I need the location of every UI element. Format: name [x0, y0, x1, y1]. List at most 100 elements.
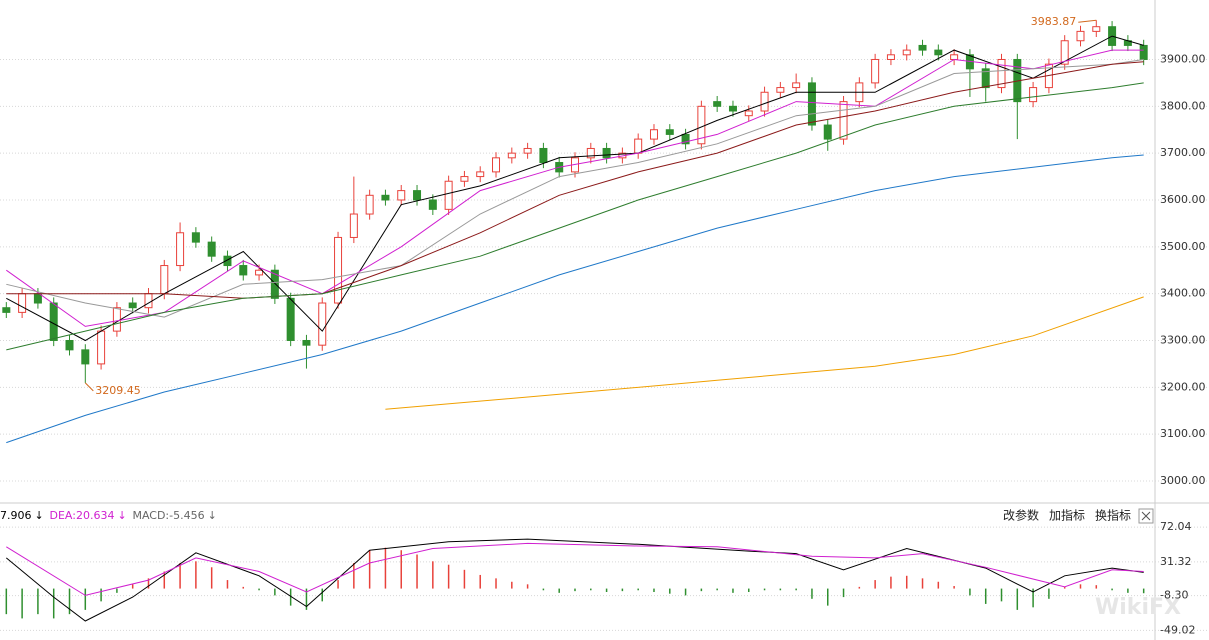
- y-tick-label: 3300.00: [1160, 333, 1206, 346]
- candle-body: [902, 49, 911, 56]
- y-tick-label: 72.04: [1160, 520, 1192, 533]
- candle-body: [523, 147, 532, 154]
- candle-body: [128, 302, 137, 309]
- candle-body: [65, 339, 74, 351]
- candle-body: [997, 58, 1006, 89]
- y-tick-label: -8.30: [1160, 589, 1188, 602]
- candle-body: [918, 44, 927, 51]
- annotation-pointer: [84, 382, 94, 392]
- candle-body: [460, 176, 469, 182]
- legend-arrow: ↓: [208, 509, 217, 522]
- y-tick-label: -49.02: [1160, 623, 1195, 636]
- y-tick-label: 31.32: [1160, 555, 1192, 568]
- candle-body: [871, 58, 880, 84]
- candle-body: [176, 232, 185, 267]
- candle-body: [744, 110, 753, 117]
- candle-body: [302, 339, 311, 346]
- candle-body: [934, 49, 943, 56]
- candle-body: [112, 307, 121, 332]
- line-series: [6, 82, 1144, 351]
- candle-body: [207, 241, 216, 257]
- candle-body: [839, 101, 848, 140]
- annotation-pointer: [1078, 19, 1097, 23]
- candle-body: [191, 232, 200, 243]
- candle-body: [776, 87, 785, 93]
- candle-body: [444, 180, 453, 210]
- candle-body: [950, 54, 959, 60]
- candle-body: [365, 194, 374, 215]
- candle-body: [728, 105, 737, 112]
- candle-body: [413, 190, 422, 201]
- legend-arrow: ↓: [117, 509, 126, 522]
- candle-body: [507, 152, 516, 159]
- candle-body: [760, 91, 769, 112]
- toolbar-button[interactable]: 改参数: [1003, 508, 1039, 523]
- candle-body: [586, 147, 595, 159]
- legend-label: DEA:20.634: [50, 509, 115, 522]
- candle-body: [270, 269, 279, 299]
- legend-label: 7.906: [0, 509, 32, 522]
- candle-body: [807, 82, 816, 126]
- close-button[interactable]: [1138, 508, 1154, 524]
- candle-body: [602, 147, 611, 159]
- y-tick-label: 3000.00: [1160, 474, 1206, 487]
- candle-body: [476, 171, 485, 178]
- candle-body: [681, 133, 690, 145]
- line-series: [6, 61, 1144, 299]
- candle-body: [318, 302, 327, 346]
- toolbar-button[interactable]: 加指标: [1049, 508, 1085, 523]
- line-series: [5, 538, 1144, 622]
- candle-body: [1029, 87, 1038, 103]
- y-tick-label: 3500.00: [1160, 240, 1206, 253]
- candle-body: [886, 54, 895, 60]
- candle-body: [18, 293, 27, 313]
- candle-body: [223, 255, 232, 267]
- candle-body: [792, 82, 801, 89]
- y-tick-label: 3700.00: [1160, 146, 1206, 159]
- candle-body: [397, 190, 406, 201]
- toolbar-button[interactable]: 换指标: [1095, 508, 1131, 523]
- candle-body: [649, 129, 658, 140]
- candle-body: [713, 101, 722, 107]
- candle-body: [255, 269, 264, 276]
- y-tick-label: 3600.00: [1160, 193, 1206, 206]
- candle-body: [492, 157, 501, 173]
- candle-body: [97, 330, 106, 365]
- candle-body: [160, 265, 169, 295]
- y-tick-label: 3800.00: [1160, 99, 1206, 112]
- candle-body: [634, 138, 643, 154]
- annotation: 3983.87: [1031, 15, 1077, 28]
- line-series: [385, 296, 1144, 410]
- candle-body: [981, 68, 990, 89]
- candle-body: [1076, 30, 1085, 42]
- candle-body: [1139, 44, 1148, 60]
- candle-body: [665, 129, 674, 135]
- y-tick-label: 3400.00: [1160, 287, 1206, 300]
- candle-body: [33, 293, 42, 304]
- candle-body: [239, 265, 248, 276]
- line-series: [6, 542, 1144, 596]
- y-tick-label: 3100.00: [1160, 427, 1206, 440]
- candle-body: [539, 147, 548, 164]
- candle-body: [381, 194, 390, 201]
- line-series: [6, 49, 1144, 327]
- candle-body: [2, 307, 11, 313]
- candle-body: [1060, 40, 1069, 65]
- candle-body: [1092, 26, 1101, 32]
- candle-body: [286, 297, 295, 341]
- candle-body: [144, 293, 153, 309]
- candle-body: [81, 349, 90, 365]
- candle-body: [823, 124, 832, 140]
- watermark: WikiFX: [1095, 595, 1181, 620]
- candle-body: [334, 236, 343, 304]
- line-series: [6, 59, 1144, 318]
- candle-body: [428, 199, 437, 210]
- y-tick-label: 3900.00: [1160, 52, 1206, 65]
- line-series: [6, 154, 1144, 444]
- legend-arrow: ↓: [35, 509, 44, 522]
- y-tick-label: 3200.00: [1160, 380, 1206, 393]
- candle-body: [349, 213, 358, 238]
- annotation: 3209.45: [95, 384, 141, 397]
- legend-label: MACD:-5.456: [132, 509, 204, 522]
